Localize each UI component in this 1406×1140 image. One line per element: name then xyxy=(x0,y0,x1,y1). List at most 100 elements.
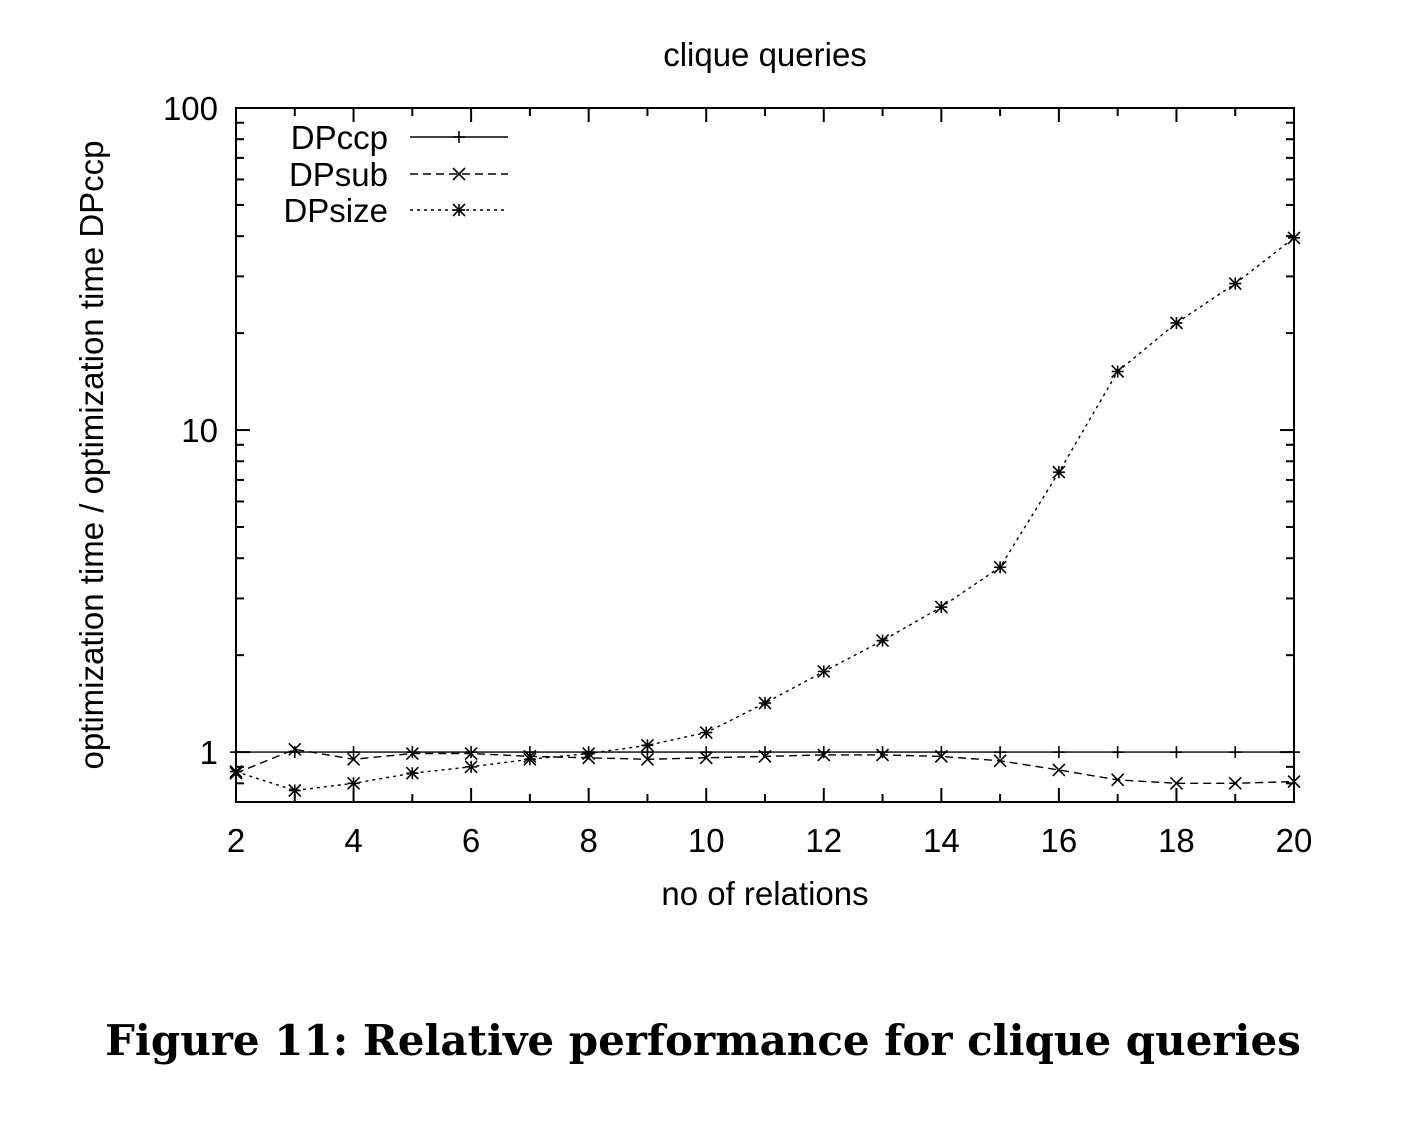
series-layer xyxy=(229,231,1301,798)
marker-stroke xyxy=(934,749,948,763)
chart: clique queries 2 4 6 8 10 12 14 16 18 20 1 10 100 DP… xyxy=(73,36,1313,912)
x-tick-label: 18 xyxy=(1158,822,1195,859)
x-tick-label: 16 xyxy=(1041,822,1078,859)
y-tick-label: 1 xyxy=(200,734,218,771)
point-dpccp xyxy=(1111,746,1124,759)
point-dpccp xyxy=(1052,746,1065,759)
y-tick-label: 10 xyxy=(181,412,218,449)
point-dpccp xyxy=(1288,746,1300,759)
point-dpsize xyxy=(523,752,537,766)
marker-stroke xyxy=(346,776,361,790)
point-dpsub xyxy=(346,752,361,766)
marker-stroke xyxy=(1169,316,1184,330)
marker-stroke xyxy=(758,696,772,710)
marker-stroke xyxy=(582,746,596,761)
point-dpsub xyxy=(405,746,419,761)
marker-stroke xyxy=(288,783,302,798)
marker-stroke xyxy=(464,746,478,761)
point-dpccp xyxy=(230,746,242,759)
point-dpsize xyxy=(346,776,361,790)
point-dpsize xyxy=(1111,364,1125,379)
y-tick-label: 100 xyxy=(163,90,218,127)
marker-stroke xyxy=(1111,773,1125,787)
marker-stroke xyxy=(1228,776,1242,790)
point-dpsize xyxy=(229,765,243,779)
marker-stroke xyxy=(405,766,419,780)
marker-stroke xyxy=(1228,277,1242,291)
marker-stroke xyxy=(288,742,302,756)
point-dpsub xyxy=(1169,776,1184,790)
point-dpccp xyxy=(347,746,360,759)
marker-stroke xyxy=(229,765,243,779)
point-dpsize xyxy=(464,760,478,774)
point-dpsub xyxy=(1287,775,1301,789)
point-dpccp xyxy=(406,746,419,759)
marker-stroke xyxy=(699,725,713,740)
x-tick-label: 20 xyxy=(1276,822,1313,859)
point-dpsub xyxy=(464,746,478,761)
marker-stroke xyxy=(346,752,361,766)
marker-stroke xyxy=(875,748,890,762)
x-tick-label: 4 xyxy=(344,822,362,859)
point-dpsub xyxy=(934,749,948,763)
marker-stroke xyxy=(758,749,772,763)
series-dpsize xyxy=(229,231,1301,798)
marker-stroke xyxy=(934,600,948,614)
plot-frame xyxy=(235,107,1295,803)
y-axis-label: optimization time / optimization time DP… xyxy=(73,140,110,769)
point-dpccp xyxy=(876,746,889,759)
point-dpccp xyxy=(288,746,301,759)
legend-marker-dpccp xyxy=(453,131,465,143)
point-dpccp xyxy=(700,746,713,759)
x-tick-label: 12 xyxy=(805,822,842,859)
point-dpsize xyxy=(934,600,948,614)
point-dpsize xyxy=(993,560,1007,574)
point-dpsub xyxy=(1228,776,1242,790)
legend-label-dpccp: DPccp xyxy=(291,119,388,156)
marker-stroke xyxy=(817,748,831,762)
marker-stroke xyxy=(405,746,419,761)
point-dpsize xyxy=(875,634,890,648)
marker-stroke xyxy=(523,752,537,766)
point-dpsub xyxy=(993,754,1007,768)
legend-marker-dpsize xyxy=(452,203,466,217)
point-dpccp xyxy=(465,746,478,759)
point-dpccp xyxy=(1229,746,1242,759)
marker-stroke xyxy=(464,760,478,774)
point-dpsize xyxy=(1287,231,1301,245)
x-tick-label: 10 xyxy=(688,822,725,859)
point-dpccp xyxy=(994,746,1007,759)
point-dpsub xyxy=(1111,773,1125,787)
marker-stroke xyxy=(1111,364,1125,379)
point-dpsize xyxy=(1052,465,1066,479)
point-dpsize xyxy=(699,725,713,740)
marker-stroke xyxy=(1052,763,1066,777)
x-tick-label: 14 xyxy=(923,822,960,859)
marker-stroke xyxy=(699,751,713,765)
x-axis-label: no of relations xyxy=(661,875,868,912)
marker-stroke xyxy=(1287,775,1301,789)
marker-stroke xyxy=(1287,231,1301,245)
marker-stroke xyxy=(817,664,831,679)
point-dpsize xyxy=(405,766,419,780)
marker-stroke xyxy=(1169,776,1184,790)
marker-stroke xyxy=(993,560,1007,574)
marker-stroke xyxy=(1052,465,1066,479)
point-dpccp xyxy=(1170,746,1183,759)
point-dpsize xyxy=(1169,316,1184,330)
point-dpsize xyxy=(582,746,596,761)
y-minor-ticks xyxy=(236,121,1294,803)
marker-stroke xyxy=(452,167,466,181)
point-dpsize xyxy=(758,696,772,710)
legend-label-dpsize: DPsize xyxy=(283,192,388,229)
legend-marker-dpsub xyxy=(452,167,466,181)
figure-caption: Figure 11: Relative performance for cliq… xyxy=(105,1016,1301,1065)
marker-stroke xyxy=(640,738,655,752)
x-tick-label: 6 xyxy=(462,822,480,859)
legend-label-dpsub: DPsub xyxy=(289,156,388,193)
marker-stroke xyxy=(452,203,466,217)
point-dpsub xyxy=(288,742,302,756)
point-dpsize xyxy=(288,783,302,798)
x-tick-label: 2 xyxy=(227,822,245,859)
